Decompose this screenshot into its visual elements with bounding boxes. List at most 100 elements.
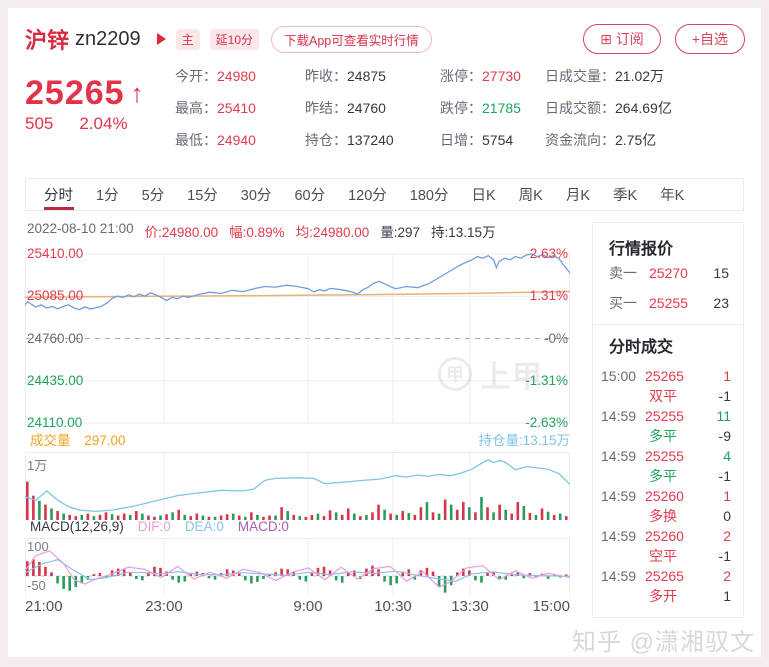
- tick-delta: 0: [723, 508, 731, 524]
- subscribe-button[interactable]: ⊞ 订阅: [583, 24, 661, 54]
- macd-hist-bar: [92, 574, 96, 576]
- stat-label: 今开：: [175, 68, 217, 84]
- tab-日K[interactable]: 日K: [471, 188, 496, 204]
- tab-5分[interactable]: 5分: [141, 188, 165, 204]
- macd-hist-bar: [316, 567, 320, 576]
- macd-hist-bar: [298, 576, 302, 580]
- volume-bar: [274, 515, 277, 520]
- tick-price: 25260: [645, 488, 684, 504]
- macd-chart[interactable]: [25, 538, 570, 597]
- volume-bar: [50, 508, 53, 520]
- tab-180分[interactable]: 180分: [409, 188, 449, 204]
- volume-bar: [110, 514, 114, 520]
- macd-hist-bar: [455, 572, 459, 576]
- macd-hist-bar: [371, 565, 374, 576]
- macd-bottom-label: -50: [27, 578, 46, 593]
- volume-bar: [359, 516, 362, 520]
- stat-label: 资金流向：: [545, 132, 615, 148]
- volume-bar: [56, 511, 59, 520]
- macd-legend-2: MACD:0: [237, 519, 289, 534]
- macd-hist-bar: [492, 571, 495, 576]
- volume-bar: [231, 513, 235, 520]
- volume-bar: [552, 514, 556, 520]
- macd-hist-bar: [280, 568, 283, 576]
- add-watchlist-button[interactable]: +自选: [674, 24, 745, 54]
- stat-0-2: 最低：24940: [175, 130, 256, 151]
- play-icon[interactable]: [156, 33, 166, 45]
- tab-分时[interactable]: 分时: [44, 179, 73, 210]
- macd-hist-bar: [26, 561, 29, 576]
- volume-bar: [310, 514, 314, 520]
- volume-bar: [153, 516, 156, 520]
- tab-60分[interactable]: 60分: [294, 188, 326, 204]
- tab-1分[interactable]: 1分: [96, 188, 119, 204]
- volume-bar: [516, 502, 520, 520]
- volume-bar: [328, 510, 332, 520]
- volume-bar: [98, 514, 102, 520]
- macd-hist-bar: [353, 570, 356, 576]
- volume-bar: [135, 511, 138, 520]
- info-segment-2: 幅:0.89%: [229, 225, 285, 240]
- tick-price: 25265: [645, 368, 684, 384]
- stat-1-1: 昨结：24760: [305, 98, 394, 119]
- tick-volume: 11: [716, 408, 731, 424]
- stat-2-1: 跌停：21785: [440, 98, 521, 119]
- macd-hist-bar: [122, 569, 126, 576]
- tab-周K[interactable]: 周K: [518, 188, 543, 204]
- tab-季K[interactable]: 季K: [613, 188, 638, 204]
- stat-value: 264.69亿: [615, 100, 672, 116]
- volume-chart[interactable]: [25, 452, 570, 520]
- macd-hist-bar: [401, 571, 405, 576]
- download-app-pill[interactable]: 下载App可查看实时行情: [271, 25, 432, 53]
- time-label-13:30: 13:30: [451, 598, 489, 615]
- volume-bar: [171, 512, 174, 520]
- stat-label: 最高：: [175, 100, 217, 116]
- tab-15分[interactable]: 15分: [187, 188, 218, 204]
- stat-value: 21.02万: [615, 68, 665, 84]
- y-label-right-1: 1.31%: [529, 288, 568, 304]
- tab-30分[interactable]: 30分: [240, 188, 272, 204]
- macd-hist-bar: [44, 566, 47, 576]
- tick-volume: 1: [723, 368, 731, 384]
- price-change-row: 505 2.04%: [25, 114, 128, 134]
- stat-3-2: 资金流向：2.75亿: [545, 130, 672, 151]
- intraday-price-chart[interactable]: [25, 252, 570, 425]
- tick-row-4-detail: 空平 -1: [593, 547, 743, 565]
- stat-value: 24940: [217, 132, 256, 148]
- macd-hist-bar: [128, 572, 132, 576]
- volume-bar: [80, 514, 84, 520]
- stat-label: 日成交额：: [545, 100, 615, 116]
- macd-hist-bar: [177, 576, 180, 583]
- volume-bar: [431, 512, 435, 520]
- stat-label: 跌停：: [440, 100, 482, 116]
- y-label-left-2: 24760.00: [27, 330, 84, 346]
- macd-hist-bar: [304, 576, 308, 582]
- stats-column-1: 昨收：24875 昨结：24760 持仓：137240: [305, 66, 394, 162]
- tab-120分[interactable]: 120分: [348, 188, 387, 204]
- macd-hist-bar: [147, 572, 150, 576]
- stat-value: 24760: [347, 100, 386, 116]
- volume-bar: [322, 516, 326, 520]
- up-arrow-icon: ↑: [130, 78, 144, 108]
- macd-hist-bar: [32, 559, 35, 576]
- volume-bar: [492, 512, 495, 520]
- tab-年K[interactable]: 年K: [660, 188, 685, 204]
- y-label-right-4: -2.63%: [525, 415, 568, 430]
- stat-value: 21785: [482, 100, 521, 116]
- stat-value: 24875: [347, 68, 386, 84]
- macd-hist-bar: [153, 566, 156, 576]
- tick-volume: 4: [723, 448, 731, 464]
- macd-hist-bar: [383, 576, 386, 582]
- macd-hist-bar: [322, 566, 326, 576]
- macd-hist-bar: [425, 567, 429, 576]
- volume-bar: [256, 514, 259, 520]
- volume-bar: [225, 514, 229, 520]
- sidebar-divider: [593, 324, 743, 325]
- volume-bar: [377, 504, 380, 520]
- volume-bar: [213, 516, 217, 520]
- info-segment-4: 量:297: [380, 225, 421, 240]
- volume-bar: [407, 512, 411, 520]
- watermark-logo-icon: 甲: [438, 357, 472, 391]
- tab-月K[interactable]: 月K: [565, 188, 590, 204]
- tick-row-4: 14:59 25260 2: [593, 527, 743, 545]
